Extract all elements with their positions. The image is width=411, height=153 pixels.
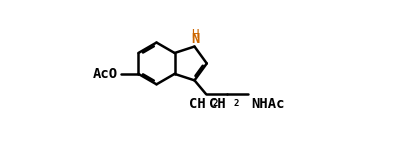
Text: H: H <box>192 28 199 41</box>
Text: 2: 2 <box>212 99 218 108</box>
Text: AcO: AcO <box>93 67 118 81</box>
Text: CH: CH <box>210 97 226 111</box>
Text: 2: 2 <box>233 99 239 108</box>
Text: NHAc: NHAc <box>251 97 284 111</box>
Text: CH: CH <box>189 97 205 111</box>
Text: N: N <box>191 32 199 46</box>
